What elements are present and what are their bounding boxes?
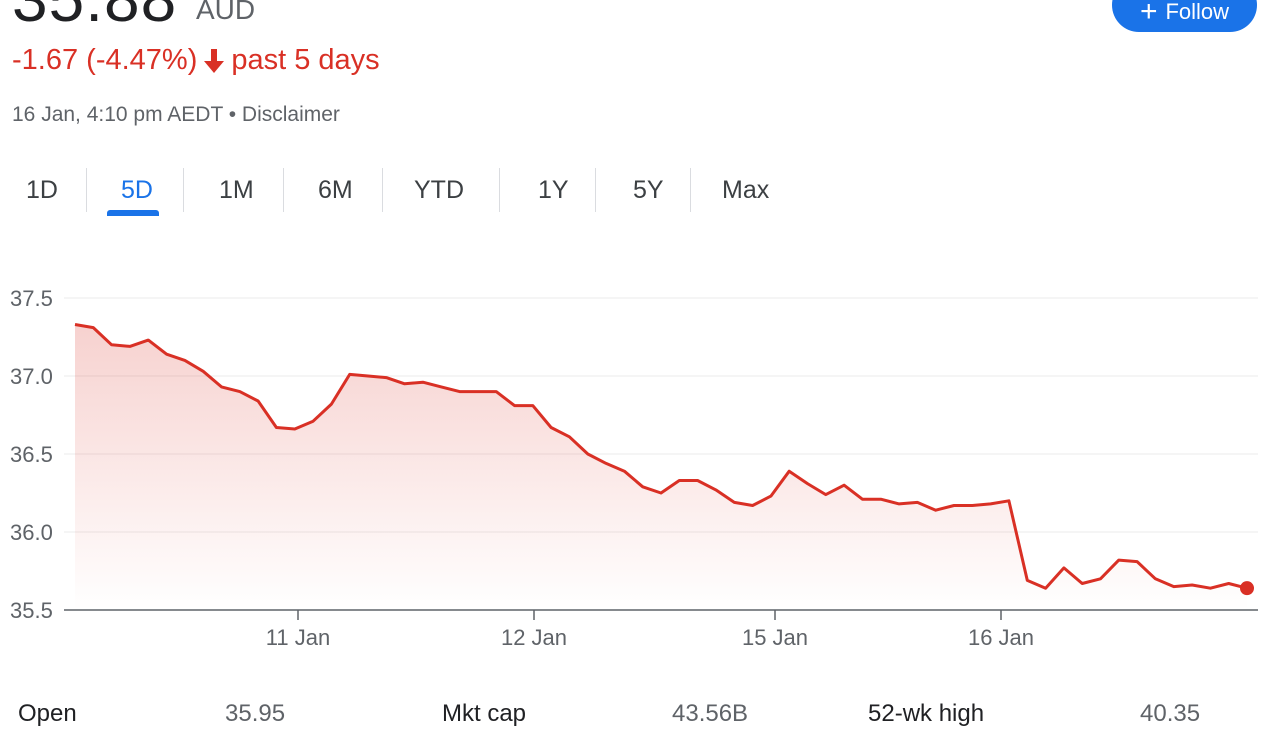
price-line [74, 323, 1248, 590]
x-tick-label: 16 Jan [968, 625, 1034, 650]
price-change-row: -1.67 (-4.47%) past 5 days [12, 44, 380, 77]
range-tabs: 1D 5D 1M 6M YTD 1Y 5Y Max [0, 160, 800, 220]
y-tick-label: 36.0 [10, 520, 53, 545]
tab-1m[interactable]: 1M [219, 176, 254, 204]
price-chart[interactable]: 37.5 37.0 36.5 36.0 35.5 11 Jan 12 Jan 15 Jan 1… [0, 250, 1280, 670]
y-tick-label: 35.5 [10, 598, 53, 623]
x-tick-label: 11 Jan [266, 625, 330, 650]
current-price-dot [1240, 581, 1254, 596]
timestamp: 16 Jan, 4:10 pm AEDT • Disclaimer [12, 103, 340, 126]
tab-6m[interactable]: 6M [318, 176, 353, 204]
tab-divider [690, 168, 691, 212]
stat-open-value: 35.95 [225, 700, 286, 727]
tab-1d[interactable]: 1D [26, 176, 58, 204]
stat-52wk-high-label: 52-wk high [868, 700, 985, 727]
x-tick-label: 15 Jan [742, 625, 808, 650]
chart-canvas: 37.5 37.0 36.5 36.0 35.5 11 Jan 12 Jan 15 Jan 1… [10, 286, 1258, 650]
follow-label: Follow [1165, 0, 1230, 24]
tab-5d[interactable]: 5D [121, 176, 153, 204]
tab-divider [283, 168, 284, 212]
price-value: 35.88 [12, 0, 177, 36]
tab-divider [183, 168, 184, 212]
tab-max[interactable]: Max [722, 176, 770, 204]
tab-divider [595, 168, 596, 212]
active-tab-indicator [107, 210, 159, 216]
stat-open-label: Open [18, 700, 77, 727]
arrow-down-icon [203, 47, 225, 75]
tab-5y[interactable]: 5Y [633, 176, 664, 204]
stat-mktcap-value: 43.56B [672, 700, 749, 727]
price-area-fill [75, 324, 1247, 610]
y-tick-label: 36.5 [10, 442, 53, 467]
plus-icon: + [1139, 0, 1158, 28]
currency-label: AUD [196, 0, 256, 25]
tab-divider [499, 168, 500, 212]
tab-divider [382, 168, 383, 212]
tab-ytd[interactable]: YTD [414, 176, 464, 204]
y-tick-label: 37.0 [10, 364, 53, 389]
key-stats: Open 35.95 Mkt cap 43.56B 52-wk high 40.… [0, 700, 1280, 740]
tab-1y[interactable]: 1Y [538, 176, 569, 204]
follow-button[interactable]: + Follow [1112, 0, 1257, 32]
y-tick-label: 37.5 [10, 286, 53, 311]
x-tick-label: 12 Jan [501, 625, 567, 650]
change-period: past 5 days [231, 44, 380, 76]
stat-mktcap-label: Mkt cap [442, 700, 527, 727]
tab-divider [86, 168, 87, 212]
price-change: -1.67 (-4.47%) [12, 44, 198, 76]
stat-52wk-high-value: 40.35 [1140, 700, 1201, 727]
